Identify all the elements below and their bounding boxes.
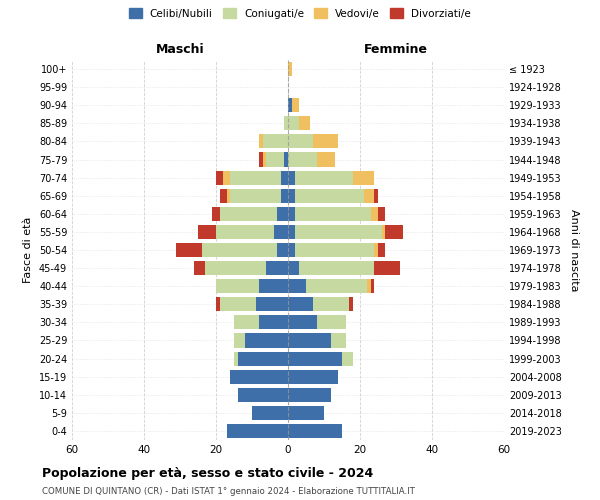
Bar bbox=[295, 225, 382, 239]
Bar bbox=[331, 334, 346, 347]
Bar bbox=[288, 388, 331, 402]
Bar bbox=[288, 98, 292, 112]
Text: Maschi: Maschi bbox=[155, 44, 205, 57]
Bar bbox=[266, 261, 288, 275]
Bar bbox=[371, 207, 378, 221]
Bar bbox=[216, 225, 274, 239]
Legend: Celibi/Nubili, Coniugati/e, Vedovi/e, Divorziati/e: Celibi/Nubili, Coniugati/e, Vedovi/e, Di… bbox=[126, 5, 474, 21]
Bar bbox=[238, 352, 288, 366]
Bar bbox=[202, 243, 277, 257]
Bar bbox=[288, 207, 295, 221]
Bar bbox=[288, 116, 299, 130]
Bar bbox=[299, 261, 374, 275]
Bar bbox=[385, 225, 403, 239]
Bar bbox=[259, 279, 288, 293]
Bar bbox=[234, 316, 259, 330]
Bar bbox=[353, 170, 374, 184]
Bar bbox=[212, 207, 220, 221]
Bar bbox=[216, 297, 220, 312]
Bar bbox=[230, 188, 281, 203]
Bar bbox=[252, 406, 288, 420]
Bar bbox=[288, 62, 292, 76]
Bar bbox=[349, 297, 353, 312]
Bar bbox=[220, 188, 227, 203]
Bar bbox=[288, 261, 299, 275]
Bar bbox=[288, 334, 331, 347]
Text: Femmine: Femmine bbox=[364, 44, 428, 57]
Bar bbox=[288, 134, 313, 148]
Bar bbox=[295, 170, 353, 184]
Bar bbox=[266, 152, 284, 166]
Y-axis label: Fasce di età: Fasce di età bbox=[23, 217, 33, 283]
Bar bbox=[288, 243, 295, 257]
Bar bbox=[284, 152, 288, 166]
Bar bbox=[382, 225, 385, 239]
Bar bbox=[295, 243, 374, 257]
Bar bbox=[216, 279, 259, 293]
Bar bbox=[288, 424, 342, 438]
Bar bbox=[288, 279, 306, 293]
Bar bbox=[364, 188, 374, 203]
Bar bbox=[374, 243, 378, 257]
Bar bbox=[284, 116, 288, 130]
Bar bbox=[288, 188, 295, 203]
Bar bbox=[238, 388, 288, 402]
Bar bbox=[198, 225, 216, 239]
Bar bbox=[230, 170, 281, 184]
Bar bbox=[288, 170, 295, 184]
Bar bbox=[194, 261, 205, 275]
Bar bbox=[374, 261, 400, 275]
Bar bbox=[317, 152, 335, 166]
Bar bbox=[281, 170, 288, 184]
Bar bbox=[288, 225, 295, 239]
Bar bbox=[288, 297, 313, 312]
Bar bbox=[288, 406, 324, 420]
Bar bbox=[277, 243, 288, 257]
Bar bbox=[288, 152, 317, 166]
Bar bbox=[313, 134, 338, 148]
Bar bbox=[378, 207, 385, 221]
Bar bbox=[176, 243, 202, 257]
Bar bbox=[277, 207, 288, 221]
Bar bbox=[216, 170, 223, 184]
Text: Popolazione per età, sesso e stato civile - 2024: Popolazione per età, sesso e stato civil… bbox=[42, 468, 373, 480]
Bar bbox=[374, 188, 378, 203]
Bar bbox=[259, 316, 288, 330]
Bar bbox=[205, 261, 266, 275]
Bar bbox=[234, 334, 245, 347]
Bar bbox=[295, 207, 371, 221]
Bar bbox=[263, 134, 288, 148]
Bar bbox=[342, 352, 353, 366]
Bar bbox=[281, 188, 288, 203]
Bar bbox=[230, 370, 288, 384]
Bar bbox=[378, 243, 385, 257]
Text: COMUNE DI QUINTANO (CR) - Dati ISTAT 1° gennaio 2024 - Elaborazione TUTTITALIA.I: COMUNE DI QUINTANO (CR) - Dati ISTAT 1° … bbox=[42, 488, 415, 496]
Bar bbox=[256, 297, 288, 312]
Bar bbox=[288, 316, 317, 330]
Bar bbox=[288, 352, 342, 366]
Bar bbox=[259, 152, 263, 166]
Bar bbox=[274, 225, 288, 239]
Bar bbox=[295, 188, 364, 203]
Y-axis label: Anni di nascita: Anni di nascita bbox=[569, 209, 578, 291]
Bar bbox=[306, 279, 367, 293]
Bar bbox=[234, 352, 238, 366]
Bar bbox=[223, 170, 230, 184]
Bar bbox=[220, 297, 256, 312]
Bar bbox=[227, 424, 288, 438]
Bar bbox=[245, 334, 288, 347]
Bar bbox=[313, 297, 349, 312]
Bar bbox=[367, 279, 371, 293]
Bar bbox=[299, 116, 310, 130]
Bar bbox=[263, 152, 266, 166]
Bar bbox=[317, 316, 346, 330]
Bar bbox=[292, 98, 299, 112]
Bar bbox=[220, 207, 277, 221]
Bar bbox=[259, 134, 263, 148]
Bar bbox=[288, 370, 338, 384]
Bar bbox=[227, 188, 230, 203]
Bar bbox=[371, 279, 374, 293]
